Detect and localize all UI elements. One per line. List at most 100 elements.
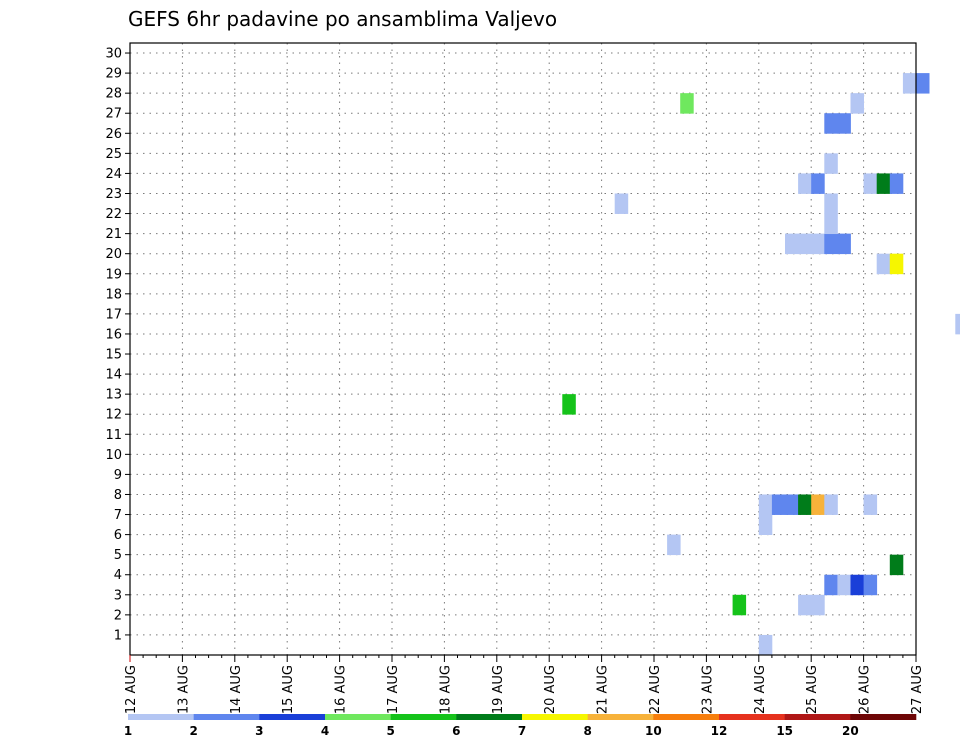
legend-swatch [719,714,785,720]
heatmap-cell [785,233,799,255]
heatmap-cell [889,253,904,275]
x-tick-label: 17 AUG [386,665,401,714]
data-cells [562,73,960,656]
y-tick-label: 27 [105,107,122,122]
legend-swatch [390,714,457,720]
y-tick-label: 4 [114,568,122,583]
y-tick-label: 16 [105,327,122,342]
y-tick-label: 23 [105,187,122,202]
heatmap-cell [667,534,681,556]
heatmap-cell [785,494,799,515]
y-tick-label: 15 [105,348,122,363]
x-axis-ticks: 12 AUG 13 AUG 14 AUG 15 AUG 16 AUG 17 AUG 18 A… [124,655,925,714]
y-tick-label: 17 [105,307,122,322]
legend-label: 7 [518,724,526,738]
y-tick-label: 7 [114,508,122,523]
y-tick-label: 30 [105,47,122,62]
y-tick-label: 9 [114,468,122,483]
y-tick-label: 2 [114,608,122,623]
x-tick-label: 22 AUG [648,665,663,714]
x-tick-label: 25 AUG [805,665,820,714]
x-tick-label: 20 AUG [543,665,558,714]
y-tick-label: 22 [105,207,122,222]
y-tick-label: 12 [105,408,122,423]
legend-swatch [456,714,523,720]
y-tick-label: 6 [114,528,122,543]
legend-label: 2 [189,724,197,738]
x-tick-label: 16 AUG [334,665,349,714]
legend-label: 10 [645,724,662,738]
heatmap-cell [824,153,838,174]
heatmap-cell [824,193,838,214]
heatmap-cell [889,173,904,194]
x-tick-label: 12 AUG [124,665,139,714]
heatmap-cell [916,73,930,94]
heatmap-cell [811,173,825,194]
legend-label: 20 [842,724,859,738]
heatmap-cell [798,233,812,255]
heatmap-cell [824,233,838,255]
legend-swatch [653,714,720,720]
x-tick-label: 24 AUG [753,665,768,714]
y-tick-label: 1 [114,628,122,643]
y-tick-label: 13 [105,388,122,403]
x-tick-label: 15 AUG [281,665,296,714]
y-tick-label: 28 [105,87,122,102]
y-tick-label: 14 [105,368,122,383]
heatmap-cell [837,233,851,255]
heatmap-cell [758,494,773,515]
heatmap-cell [680,93,694,114]
heatmap-cell [798,594,812,616]
heatmap-cell [824,574,838,596]
x-tick-label: 27 AUG [910,665,925,714]
heatmap-cell [850,574,864,596]
heatmap-cell [758,514,773,536]
legend-label: 3 [255,724,263,738]
x-tick-label: 19 AUG [491,665,506,714]
x-tick-label: 21 AUG [596,665,611,714]
y-tick-label: 8 [114,488,122,503]
legend-swatch [128,714,194,720]
legend-swatch [325,714,391,720]
heatmap-cell [850,93,864,114]
legend-swatch [259,714,326,720]
heatmap-cell [955,313,960,335]
x-tick-label: 23 AUG [700,665,715,714]
heatmap-cell [863,494,878,515]
heatmap-cell [824,113,838,134]
legend-label: 12 [711,724,728,738]
y-tick-label: 19 [105,267,122,282]
legend-label: 5 [386,724,394,738]
heatmap-cell [837,574,851,596]
y-tick-label: 11 [105,428,122,443]
x-tick-label: 13 AUG [176,665,191,714]
heatmap-cell [863,173,878,194]
heatmap-cell [798,494,812,515]
heatmap-cell [811,233,825,255]
heatmap-cell [811,594,825,616]
heatmap-cell [798,173,812,194]
legend-label: 6 [452,724,460,738]
chart-title: GEFS 6hr padavine po ansamblima Valjevo [128,7,557,31]
legend-label: 1 [124,724,132,738]
heatmap-cell [732,594,747,616]
y-tick-label: 5 [114,548,122,563]
legend-label: 15 [776,724,793,738]
legend-label: 4 [321,724,329,738]
y-tick-label: 25 [105,147,122,162]
grid-lines [130,43,916,655]
y-tick-label: 24 [105,167,122,182]
heatmap-cell [562,394,576,415]
heatmap-cell [876,173,891,194]
y-tick-label: 26 [105,127,122,142]
y-axis-ticks: 1234567891011121314151617181920212223242… [105,47,130,643]
heatmap-cell [837,113,851,134]
legend-swatch [193,714,260,720]
legend-swatch [522,714,588,720]
legend-swatch [784,714,851,720]
plot-frame [129,42,917,656]
y-tick-label: 18 [105,287,122,302]
color-legend: 1 2 3 4 5 6 7 8 10 12 15 20 [124,714,917,738]
heatmap-cell [902,73,917,94]
